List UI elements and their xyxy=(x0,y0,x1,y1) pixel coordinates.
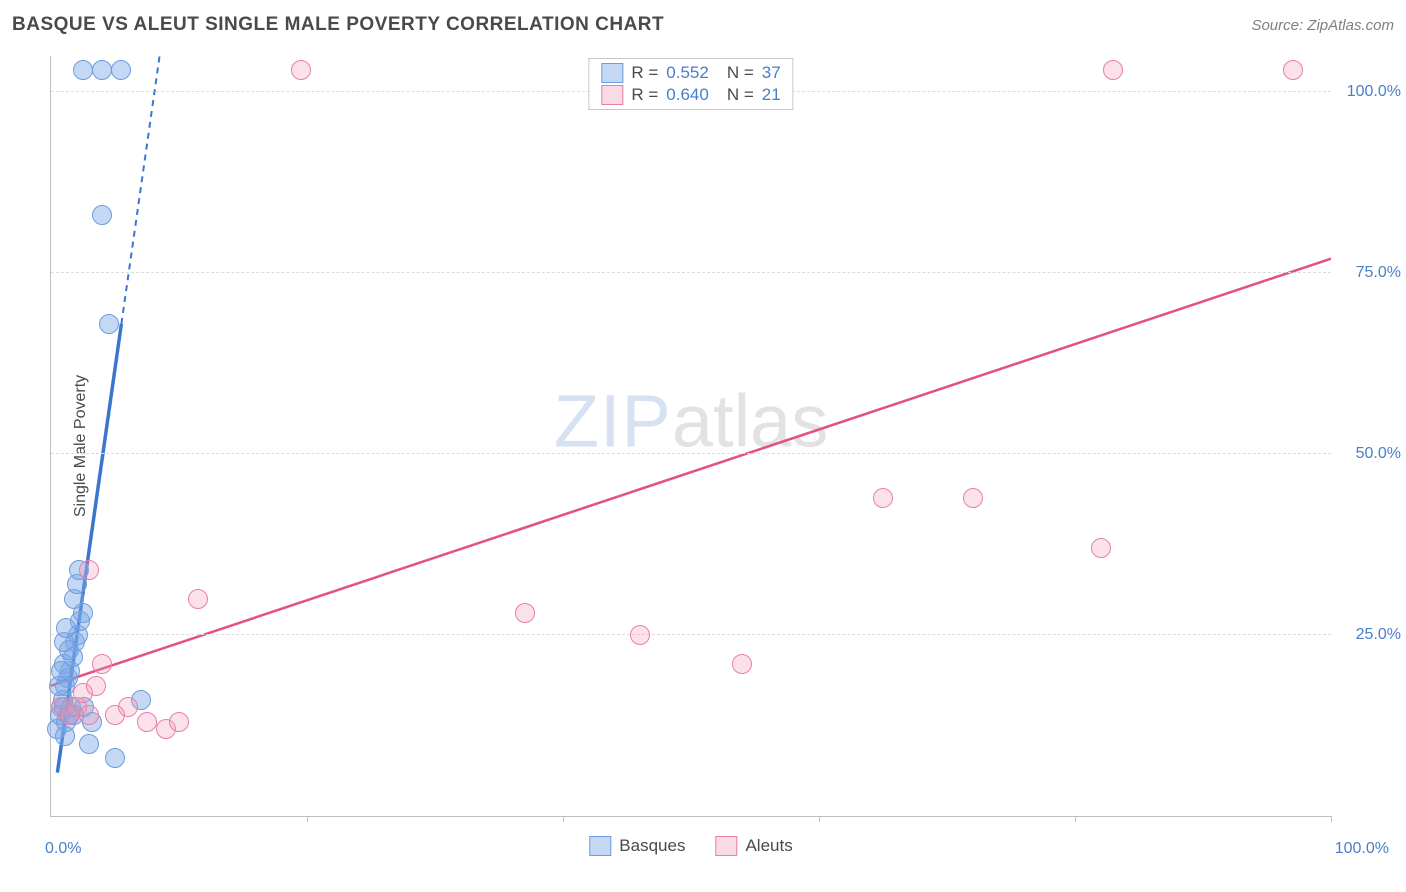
data-point xyxy=(963,488,983,508)
n-value-aleuts: 21 xyxy=(762,85,781,105)
data-point xyxy=(92,205,112,225)
n-label: N = xyxy=(727,63,754,83)
data-point xyxy=(630,625,650,645)
swatch-blue xyxy=(601,63,623,83)
data-point xyxy=(291,60,311,80)
legend-label: Basques xyxy=(619,836,685,856)
trend-lines xyxy=(51,56,1331,816)
r-value-aleuts: 0.640 xyxy=(666,85,709,105)
y-tick-label: 100.0% xyxy=(1341,83,1401,101)
data-point xyxy=(99,314,119,334)
n-label: N = xyxy=(727,85,754,105)
x-tick xyxy=(819,816,820,822)
x-tick xyxy=(1331,816,1332,822)
y-tick-label: 75.0% xyxy=(1341,264,1401,282)
series-legend: Basques Aleuts xyxy=(589,836,792,856)
data-point xyxy=(92,60,112,80)
data-point xyxy=(51,661,71,681)
watermark: ZIPatlas xyxy=(554,378,828,463)
legend-row-aleuts: R = 0.640 N = 21 xyxy=(601,85,780,105)
n-value-basques: 37 xyxy=(762,63,781,83)
data-point xyxy=(732,654,752,674)
r-value-basques: 0.552 xyxy=(666,63,709,83)
x-tick xyxy=(307,816,308,822)
data-point xyxy=(873,488,893,508)
data-point xyxy=(73,60,93,80)
data-point xyxy=(56,618,76,638)
data-point xyxy=(55,726,75,746)
swatch-pink xyxy=(601,85,623,105)
x-tick-max: 100.0% xyxy=(1335,840,1389,858)
trend-line xyxy=(51,259,1331,686)
swatch-pink xyxy=(715,836,737,856)
data-point xyxy=(169,712,189,732)
correlation-legend: R = 0.552 N = 37 R = 0.640 N = 21 xyxy=(588,58,793,110)
data-point xyxy=(515,603,535,623)
r-label: R = xyxy=(631,85,658,105)
y-tick-label: 25.0% xyxy=(1341,626,1401,644)
legend-item-aleuts: Aleuts xyxy=(715,836,792,856)
data-point xyxy=(188,589,208,609)
watermark-atlas: atlas xyxy=(672,379,828,462)
data-point xyxy=(79,705,99,725)
gridline-h xyxy=(51,453,1331,454)
legend-label: Aleuts xyxy=(745,836,792,856)
gridline-h xyxy=(51,272,1331,273)
data-point xyxy=(79,734,99,754)
trend-line-extrapolated xyxy=(121,56,159,324)
source-label: Source: ZipAtlas.com xyxy=(1251,17,1394,34)
data-point xyxy=(86,676,106,696)
scatter-chart: ZIPatlas R = 0.552 N = 37 R = 0.640 N = … xyxy=(50,56,1331,817)
data-point xyxy=(111,60,131,80)
chart-title: BASQUE VS ALEUT SINGLE MALE POVERTY CORR… xyxy=(12,14,664,36)
y-tick-label: 50.0% xyxy=(1341,445,1401,463)
legend-item-basques: Basques xyxy=(589,836,685,856)
data-point xyxy=(1103,60,1123,80)
gridline-h xyxy=(51,634,1331,635)
legend-row-basques: R = 0.552 N = 37 xyxy=(601,63,780,83)
watermark-zip: ZIP xyxy=(554,379,672,462)
data-point xyxy=(1091,538,1111,558)
data-point xyxy=(118,697,138,717)
data-point xyxy=(79,560,99,580)
data-point xyxy=(1283,60,1303,80)
x-tick-min: 0.0% xyxy=(45,840,81,858)
data-point xyxy=(92,654,112,674)
x-tick xyxy=(1075,816,1076,822)
data-point xyxy=(105,748,125,768)
x-tick xyxy=(563,816,564,822)
r-label: R = xyxy=(631,63,658,83)
swatch-blue xyxy=(589,836,611,856)
data-point xyxy=(137,712,157,732)
